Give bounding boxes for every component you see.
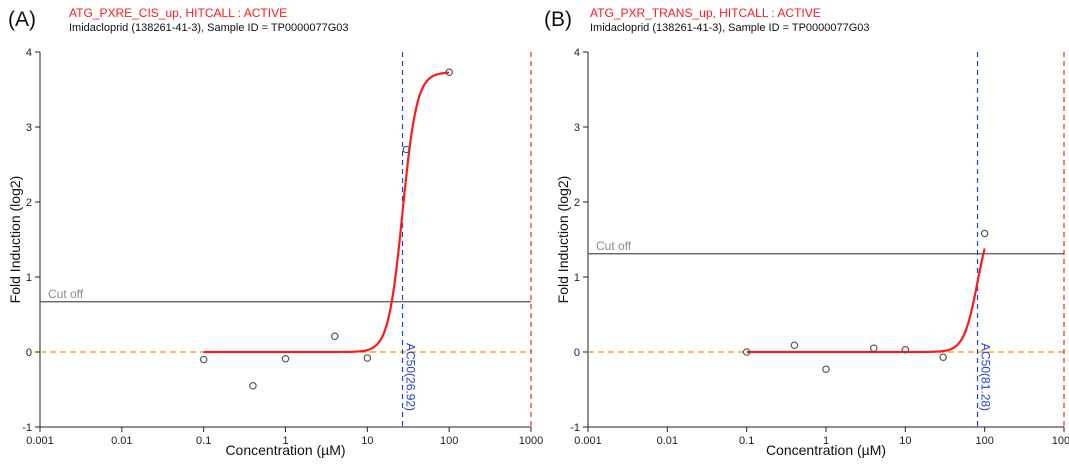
x-tick-label: 1 [823,435,829,447]
data-point [869,344,878,353]
data-point [249,381,257,390]
y-tick-label: 2 [574,197,580,209]
y-tick-label: -1 [22,422,32,434]
x-tick-label: 10 [361,435,373,447]
chart-panel-a: (A) ATG_PXRE_CIS_up, HITCALL : ACTIVE Imid… [7,6,543,458]
x-tick-label: 1000 [519,435,543,447]
x-tick-label: 1000 [1052,435,1069,447]
y-axis-title: Fold Induction (log2) [7,176,23,304]
fit-curve [746,248,986,354]
data-point [742,348,751,356]
y-tick-label: 4 [26,47,32,59]
data-point [281,354,290,363]
x-tick-label: 0.1 [196,435,211,447]
data-point [790,341,799,350]
y-tick-label: -1 [570,422,580,434]
x-tick-label: 100 [975,435,993,447]
y-tick-label: 4 [574,47,580,59]
chart-subtitle: Imidacloprid (138261-41-3), Sample ID = … [69,22,349,34]
x-tick-label: 10 [899,435,911,447]
ac50-label: AC50(26.92) [404,343,418,411]
y-tick-label: 0 [26,347,32,359]
cutoff-label: Cut off [48,287,84,301]
panel-label: (B) [544,8,572,31]
y-tick-label: 1 [26,272,32,284]
x-tick-label: 1 [282,435,288,447]
y-tick-label: 3 [574,122,580,134]
data-point [445,68,453,77]
x-tick-label: 0.001 [574,435,602,447]
data-point [939,353,947,362]
y-tick-label: 1 [574,272,580,284]
x-tick-label: 0.01 [657,435,678,447]
x-tick-label: 0.1 [739,435,754,447]
data-point [363,354,372,362]
x-axis-title: Concentration (µM) [225,442,345,458]
data-point [901,345,910,354]
fit-curve [203,71,450,354]
chart-title: ATG_PXR_TRANS_up, HITCALL : ACTIVE [590,6,821,20]
data-point [402,145,411,154]
x-axis-title: Concentration (µM) [766,442,886,458]
x-tick-label: 0.01 [111,435,132,447]
chart-subtitle: Imidacloprid (138261-41-3), Sample ID = … [590,22,870,34]
data-point [199,355,208,364]
x-tick-label: 100 [440,435,458,447]
data-point [980,229,989,238]
x-tick-label: 0.001 [26,435,54,447]
panel-label: (A) [8,8,36,31]
chart-title: ATG_PXRE_CIS_up, HITCALL : ACTIVE [69,6,287,20]
chart-panel-b: (B) ATG_PXR_TRANS_up, HITCALL : ACTIVE Imi… [544,6,1069,458]
cutoff-label: Cut off [596,239,632,253]
data-point [330,332,339,341]
ac50-label: AC50(81.28) [979,343,993,411]
y-tick-label: 3 [26,122,32,134]
y-tick-label: 0 [574,347,580,359]
y-axis-title: Fold Induction (log2) [555,176,571,304]
data-point [822,365,830,374]
y-tick-label: 2 [26,197,32,209]
